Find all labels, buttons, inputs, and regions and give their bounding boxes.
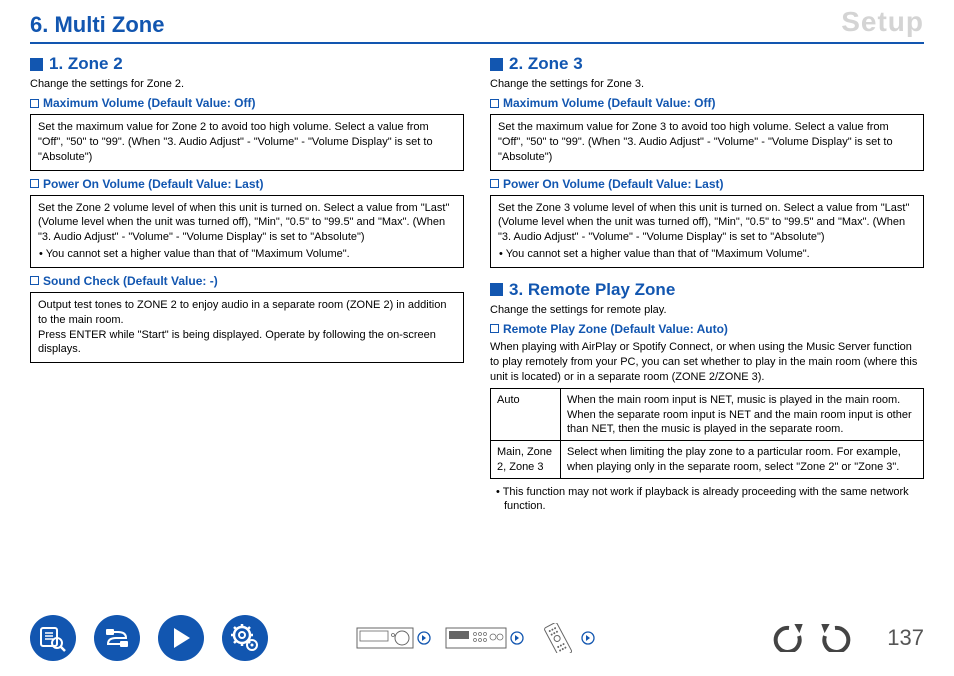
section-zone3-title: 2. Zone 3 (509, 54, 583, 74)
zone3-max-vol-title: Maximum Volume (Default Value: Off) (503, 96, 715, 110)
left-column: 1. Zone 2 Change the settings for Zone 2… (30, 54, 464, 514)
zone2-soundcheck-body1: Output test tones to ZONE 2 to enjoy aud… (38, 298, 456, 328)
hollow-square-icon (490, 99, 499, 108)
zone2-soundcheck-heading: Sound Check (Default Value: -) (30, 274, 464, 288)
front-panel-link[interactable] (356, 625, 435, 651)
hollow-square-icon (490, 324, 499, 333)
gear-icon (230, 623, 260, 653)
remote-play-body: When playing with AirPlay or Spotify Con… (490, 340, 924, 385)
zone2-soundcheck-title: Sound Check (Default Value: -) (43, 274, 218, 288)
remote-play-heading: Remote Play Zone (Default Value: Auto) (490, 322, 924, 336)
square-bullet-icon (490, 58, 503, 71)
hollow-square-icon (30, 276, 39, 285)
rear-panel-link[interactable] (445, 625, 528, 651)
manual-search-button[interactable] (30, 615, 76, 661)
front-panel-icon (356, 625, 414, 651)
square-bullet-icon (30, 58, 43, 71)
rear-panel-icon (445, 625, 507, 651)
section-remote-heading: 3. Remote Play Zone (490, 280, 924, 300)
section-remote-title: 3. Remote Play Zone (509, 280, 675, 300)
zone2-poweron-title: Power On Volume (Default Value: Last) (43, 177, 263, 191)
hollow-square-icon (30, 179, 39, 188)
table-row: Main, Zone 2, Zone 3 Select when limitin… (491, 441, 924, 479)
connections-button[interactable] (94, 615, 140, 661)
page-number: 137 (887, 625, 924, 651)
playback-button[interactable] (158, 615, 204, 661)
table-cell-zones-desc: Select when limiting the play zone to a … (561, 441, 924, 479)
zone2-poweron-box: Set the Zone 2 volume level of when this… (30, 195, 464, 268)
zone3-max-vol-body: Set the maximum value for Zone 3 to avoi… (498, 120, 916, 165)
setup-button[interactable] (222, 615, 268, 661)
square-bullet-icon (490, 283, 503, 296)
zone3-poweron-body: Set the Zone 3 volume level of when this… (498, 201, 916, 246)
zone2-soundcheck-box: Output test tones to ZONE 2 to enjoy aud… (30, 292, 464, 363)
zone3-poweron-heading: Power On Volume (Default Value: Last) (490, 177, 924, 191)
next-page-button[interactable] (821, 624, 853, 652)
zone2-soundcheck-body2: Press ENTER while "Start" is being displ… (38, 328, 456, 358)
right-column: 2. Zone 3 Change the settings for Zone 3… (490, 54, 924, 514)
watermark-title: Setup (841, 6, 924, 38)
zone2-poweron-heading: Power On Volume (Default Value: Last) (30, 177, 464, 191)
remote-play-table: Auto When the main room input is NET, mu… (490, 388, 924, 478)
prev-page-button[interactable] (771, 624, 803, 652)
table-cell-auto-label: Auto (491, 389, 561, 441)
zone2-max-vol-body: Set the maximum value for Zone 2 to avoi… (38, 120, 456, 165)
zone3-max-vol-box: Set the maximum value for Zone 3 to avoi… (490, 114, 924, 171)
device-illustrations (356, 623, 599, 653)
section-zone2-title: 1. Zone 2 (49, 54, 123, 74)
footer-bar: 137 (30, 610, 924, 666)
page-title: 6. Multi Zone (30, 12, 924, 44)
hollow-square-icon (30, 99, 39, 108)
remote-play-title: Remote Play Zone (Default Value: Auto) (503, 322, 728, 336)
section-remote-desc: Change the settings for remote play. (490, 304, 924, 316)
play-icon (168, 625, 194, 651)
section-zone3-heading: 2. Zone 3 (490, 54, 924, 74)
zone2-poweron-body: Set the Zone 2 volume level of when this… (38, 201, 456, 246)
zone3-max-vol-heading: Maximum Volume (Default Value: Off) (490, 96, 924, 110)
zone2-max-vol-heading: Maximum Volume (Default Value: Off) (30, 96, 464, 110)
remote-icon (538, 623, 578, 653)
cable-icon (102, 623, 132, 653)
arrow-right-icon (510, 631, 524, 645)
section-zone2-desc: Change the settings for Zone 2. (30, 78, 464, 90)
section-zone2-heading: 1. Zone 2 (30, 54, 464, 74)
zone3-poweron-title: Power On Volume (Default Value: Last) (503, 177, 723, 191)
arrow-right-icon (581, 631, 595, 645)
table-cell-zones-label: Main, Zone 2, Zone 3 (491, 441, 561, 479)
arrow-right-icon (417, 631, 431, 645)
zone2-max-vol-box: Set the maximum value for Zone 2 to avoi… (30, 114, 464, 171)
remote-link[interactable] (538, 623, 599, 653)
zone2-max-vol-title: Maximum Volume (Default Value: Off) (43, 96, 255, 110)
zone2-poweron-bullet: • You cannot set a higher value than tha… (38, 247, 456, 262)
manual-search-icon (38, 623, 68, 653)
table-cell-auto-desc: When the main room input is NET, music i… (561, 389, 924, 441)
section-zone3-desc: Change the settings for Zone 3. (490, 78, 924, 90)
hollow-square-icon (490, 179, 499, 188)
zone3-poweron-bullet: • You cannot set a higher value than tha… (498, 247, 916, 262)
zone3-poweron-box: Set the Zone 3 volume level of when this… (490, 195, 924, 268)
remote-play-footnote: • This function may not work if playback… (490, 485, 924, 514)
table-row: Auto When the main room input is NET, mu… (491, 389, 924, 441)
